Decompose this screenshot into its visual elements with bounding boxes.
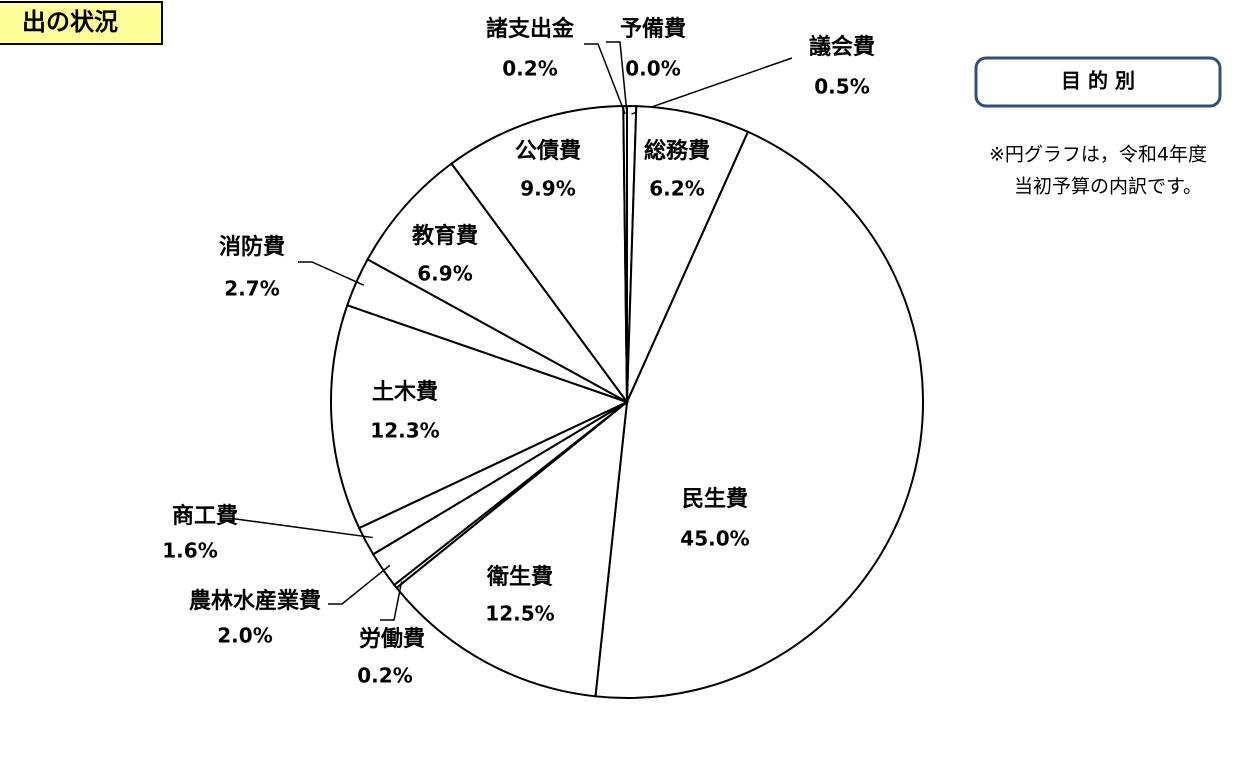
slice-label: 予備費 bbox=[620, 16, 686, 42]
slice-label: 農林水産業費 bbox=[189, 588, 321, 614]
value-label: 12.3% bbox=[370, 419, 439, 443]
leader-line bbox=[606, 41, 628, 115]
leader-line bbox=[298, 261, 365, 286]
slice-label: 消防費 bbox=[219, 235, 285, 260]
slice-label: 商工費 bbox=[172, 503, 238, 529]
slice-label: 衛生費 bbox=[486, 564, 553, 590]
badge-box bbox=[974, 56, 1222, 108]
slice-label: 教育費 bbox=[412, 223, 478, 249]
leader-line bbox=[222, 518, 374, 539]
leader-line bbox=[380, 581, 403, 621]
value-label: 1.6% bbox=[162, 539, 217, 563]
badge: 目 的 別 bbox=[1061, 69, 1135, 93]
value-label: 0.0% bbox=[625, 57, 680, 81]
chart-title: 出の状況 bbox=[22, 8, 118, 36]
pie-slice bbox=[626, 105, 750, 403]
pie-slice bbox=[366, 162, 628, 403]
value-label: 2.0% bbox=[217, 624, 272, 648]
pie-slice bbox=[395, 399, 629, 698]
value-label: 6.9% bbox=[417, 262, 472, 286]
leader-line bbox=[328, 564, 391, 605]
slice-label: 総務費 bbox=[644, 138, 710, 164]
slice-label: 労働費 bbox=[359, 626, 425, 652]
value-label: 6.2% bbox=[649, 177, 704, 201]
value-label: 0.5% bbox=[814, 75, 869, 99]
slice-label: 公債費 bbox=[515, 139, 581, 164]
pie-slice bbox=[330, 303, 630, 530]
leader-line bbox=[584, 43, 626, 115]
value-label: 9.9% bbox=[520, 177, 575, 201]
slice-label: 議会費 bbox=[809, 34, 875, 60]
slice-label: 土木費 bbox=[372, 380, 438, 405]
slice-label: 民生費 bbox=[682, 487, 748, 512]
value-label: 2.7% bbox=[224, 277, 279, 301]
pie-slice bbox=[594, 130, 925, 699]
pie-slice bbox=[450, 105, 629, 406]
leader-line bbox=[631, 57, 793, 115]
value-label: 12.5% bbox=[485, 602, 554, 626]
value-label: 45.0% bbox=[680, 527, 749, 551]
note: ※円グラフは，令和4年度 bbox=[989, 144, 1207, 166]
slice-label: 諸支出金 bbox=[486, 16, 575, 42]
value-label: 0.2% bbox=[502, 57, 557, 81]
note: 当初予算の内訳です。 bbox=[1014, 176, 1202, 198]
title-box bbox=[0, 1, 163, 45]
value-label: 0.2% bbox=[357, 664, 412, 688]
